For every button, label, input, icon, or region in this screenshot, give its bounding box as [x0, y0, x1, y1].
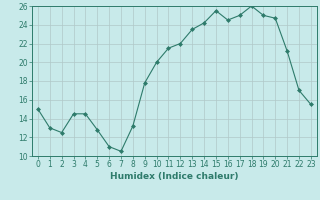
X-axis label: Humidex (Indice chaleur): Humidex (Indice chaleur): [110, 172, 239, 181]
